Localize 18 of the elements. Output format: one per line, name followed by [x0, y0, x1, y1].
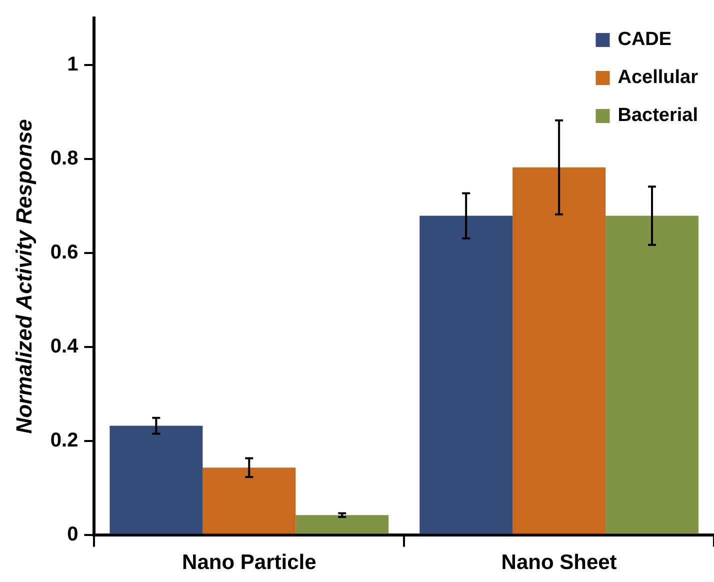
y-tick-label: 0.6 [50, 241, 78, 264]
y-tick-label: 0.4 [50, 335, 80, 358]
x-tick-label: Nano Particle [182, 551, 316, 574]
legend-label: Acellular [618, 67, 699, 88]
y-tick-label: 0 [67, 523, 78, 546]
y-axis-title: Normalized Activity Response [11, 119, 36, 434]
y-tick-label: 0.8 [50, 147, 78, 170]
x-tick-label: Nano Sheet [501, 551, 617, 574]
bar [606, 216, 699, 534]
bar [296, 515, 389, 534]
legend-label: CADE [618, 29, 672, 50]
y-tick-label: 0.2 [50, 429, 78, 452]
legend-label: Bacterial [618, 105, 698, 126]
bar [512, 167, 606, 534]
bar [110, 426, 203, 534]
bar [420, 216, 513, 534]
bar [202, 468, 296, 534]
y-tick-label: 1 [67, 53, 78, 76]
